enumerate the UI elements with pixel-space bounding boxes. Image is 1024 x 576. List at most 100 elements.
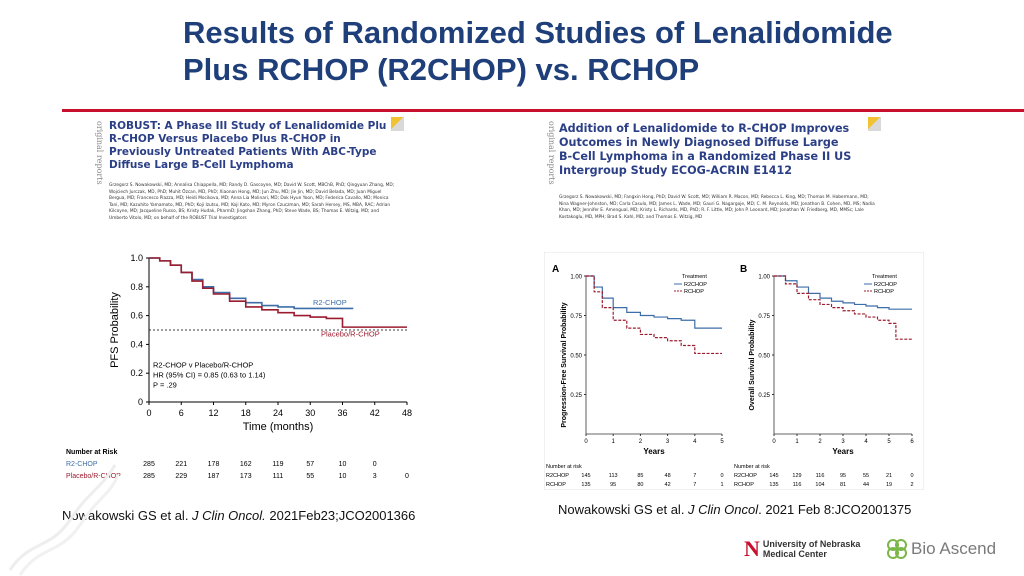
legend-title: Treatment [872, 274, 897, 280]
y-tick-label: 0.25 [758, 393, 770, 399]
x-tick-label: 0 [772, 439, 776, 445]
paper-side-label: original reports [547, 121, 556, 185]
risk-value: 173 [240, 473, 252, 480]
risk-value: 21 [886, 473, 892, 479]
risk-value: 44 [863, 482, 869, 488]
bio-ascend-text: Bio Ascend [911, 539, 997, 558]
paper-title-line: Outcomes in Newly Diagnosed Diffuse Larg… [559, 136, 839, 149]
risk-value: 3 [373, 473, 377, 480]
unmc-logo-line-1: University of Nebraska [762, 539, 861, 549]
risk-row-name: RCHOP [734, 482, 754, 488]
risk-value: 95 [610, 482, 616, 488]
series-label-placebo: Placebo/R-CHOP [321, 329, 380, 338]
x-tick-label: 0 [146, 408, 151, 418]
x-tick-label: 4 [693, 439, 697, 445]
citation-journal: J Clin Oncol [688, 502, 759, 517]
journal-corner-mark [391, 117, 404, 131]
y-tick-label: 1.00 [758, 275, 770, 281]
robust-paper-title: ROBUST: A Phase III Study of Lenalidomid… [109, 120, 401, 172]
x-tick-label: 48 [402, 408, 412, 418]
risk-value: 285 [143, 461, 155, 468]
x-tick-label: 36 [337, 408, 347, 418]
km-curve-rchop [774, 275, 912, 340]
slide-title-line-1: Results of Randomized Studies of Lenalid… [183, 15, 893, 50]
risk-value: 113 [609, 473, 618, 479]
risk-value: 10 [339, 473, 347, 480]
y-tick-label: 0.75 [570, 314, 582, 320]
x-tick-label: 18 [241, 408, 251, 418]
paper-title-line: ROBUST: A Phase III Study of Lenalidomid… [109, 120, 387, 132]
risk-row-name: R2CHOP [546, 473, 569, 479]
risk-value: 116 [793, 482, 802, 488]
bio-ascend-icon [887, 539, 907, 559]
title-divider [62, 109, 1024, 112]
risk-value: 42 [665, 482, 671, 488]
risk-value: 229 [175, 473, 187, 480]
unmc-logo-line-2: Medical Center [762, 549, 827, 559]
risk-value: 145 [769, 473, 778, 479]
unmc-logo: N University of Nebraska Medical Center [744, 536, 860, 562]
risk-row-name: Placebo/R-CHOP [66, 473, 121, 480]
risk-value: 0 [910, 473, 913, 479]
paper-title-line: Addition of Lenalidomide to R-CHOP Impro… [559, 122, 850, 135]
citation-ref: . 2021 Feb 8:JCO2001375 [758, 502, 912, 517]
risk-value: 178 [208, 461, 220, 468]
y-tick-label: 0.50 [570, 354, 582, 360]
y-tick-label: 0.8 [130, 282, 143, 292]
x-tick-label: 6 [179, 408, 184, 418]
citation-authors: Nowakowski GS et al. [62, 508, 193, 523]
y-tick-label: 1.00 [570, 275, 582, 281]
x-axis-label: Years [643, 447, 665, 456]
risk-value: 57 [306, 461, 314, 468]
x-axis-label: Time (months) [243, 421, 314, 433]
risk-value: 135 [769, 482, 778, 488]
robust-citation: Nowakowski GS et al. J Clin Oncol. 2021F… [62, 508, 415, 523]
e1412-citation: Nowakowski GS et al. J Clin Oncol. 2021 … [558, 502, 911, 517]
hr-annotation-line: R2-CHOP v Placebo/R-CHOP [153, 360, 253, 369]
y-axis-label: PFS Probability [109, 292, 121, 368]
risk-value: 55 [306, 473, 314, 480]
x-tick-label: 1 [795, 439, 799, 445]
risk-value: 119 [272, 461, 283, 468]
risk-value: 285 [143, 473, 155, 480]
e1412-paper-header: original reports Addition of Lenalidomid… [544, 117, 881, 237]
x-tick-label: 5 [720, 439, 724, 445]
risk-value: 104 [815, 482, 824, 488]
risk-value: 95 [840, 473, 846, 479]
risk-value: 162 [240, 461, 252, 468]
risk-value: 48 [665, 473, 671, 479]
y-tick-label: 1.0 [130, 253, 143, 263]
x-tick-label: 0 [584, 439, 588, 445]
x-tick-label: 5 [887, 439, 891, 445]
x-tick-label: 12 [208, 408, 218, 418]
x-tick-label: 4 [864, 439, 868, 445]
x-tick-label: 42 [370, 408, 380, 418]
paper-title-line: Previously Untreated Patients With ABC-T… [109, 146, 377, 158]
e1412-km-charts: A 0.25 0.50 0.75 1.00 0 1 2 3 4 5 Years Progression-… [544, 252, 924, 490]
paper-title-line: B-Cell Lymphoma in a Randomized Phase II… [559, 150, 852, 163]
y-tick-label: 0.6 [130, 311, 143, 321]
hr-annotation-line: HR (95% CI) = 0.85 (0.63 to 1.14) [153, 370, 266, 379]
risk-value: 187 [208, 473, 220, 480]
legend-title: Treatment [682, 274, 707, 280]
risk-value: 81 [840, 482, 846, 488]
risk-value: 10 [339, 461, 347, 468]
number-at-risk-label: Number at Risk [66, 449, 117, 456]
slide-title: Results of Randomized Studies of Lenalid… [183, 14, 1003, 88]
risk-value: 0 [373, 461, 377, 468]
risk-value: 111 [273, 473, 284, 480]
x-tick-label: 24 [273, 408, 283, 418]
y-tick-label: 0 [138, 397, 143, 407]
robust-author-list: Grzegorz S. Nowakowski, MD; Annalisa Chi… [109, 183, 395, 221]
risk-value: 0 [720, 473, 723, 479]
km-curve-rchop [586, 275, 722, 355]
citation-authors: Nowakowski GS et al. [558, 502, 689, 517]
bio-ascend-logo: Bio Ascend [886, 538, 996, 560]
citation-ref: 2021Feb23;JCO2001366 [265, 508, 416, 523]
legend-label: RCHOP [874, 289, 894, 295]
figure-frame [544, 252, 924, 490]
y-tick-label: 0.2 [130, 368, 143, 378]
dna-watermark [8, 464, 120, 576]
unmc-n-mark: N [744, 536, 760, 561]
x-tick-label: 1 [612, 439, 616, 445]
